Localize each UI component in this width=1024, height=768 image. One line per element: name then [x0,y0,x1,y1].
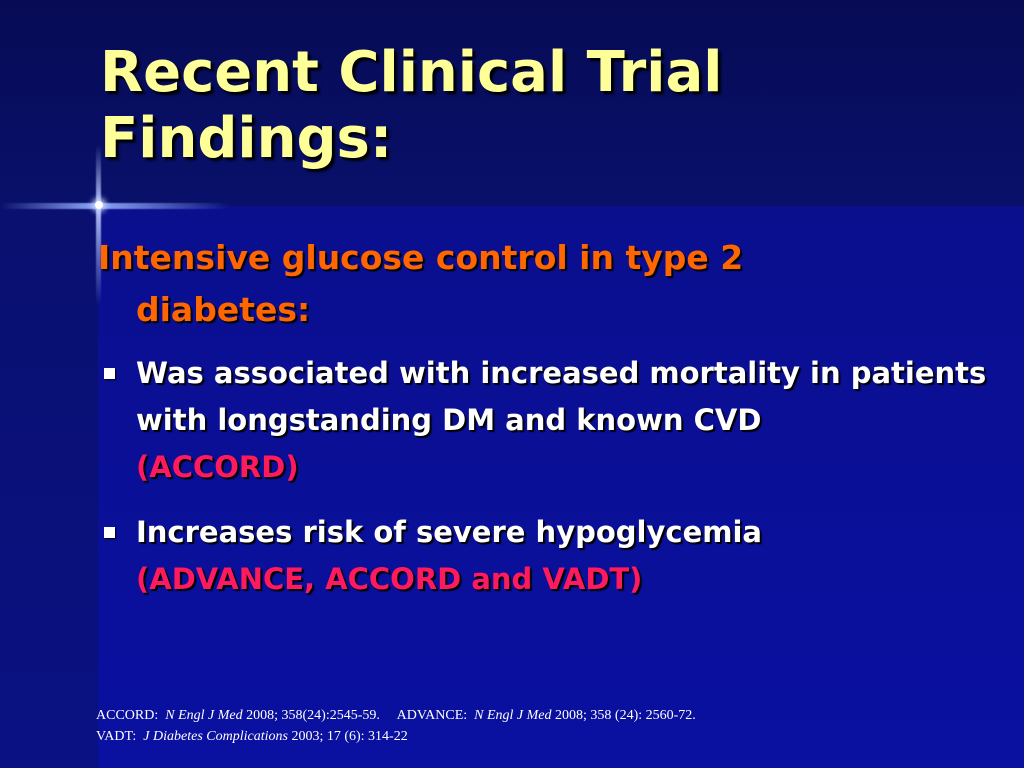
bullet-item-mortality: Was associated with increased mortality … [98,350,998,491]
sparkle-horizontal-decoration [0,203,230,209]
sparkle-vertical-decoration [96,145,101,305]
square-bullet-icon [104,527,115,538]
advance-journal: N Engl J Med [474,708,552,723]
accord-journal: N Engl J Med [165,708,243,723]
subheading: Intensive glucose control in type 2 diab… [98,238,744,329]
bullet-trial-reference: (ACCORD) [136,450,299,484]
advance-label: ADVANCE: [396,708,468,723]
references-footer: ACCORD: N Engl J Med 2008; 358(24):2545-… [96,705,996,747]
reference-line-2: VADT: J Diabetes Complications 2003; 17 … [96,726,996,747]
bullet-list: Was associated with increased mortality … [98,350,998,621]
title-band [0,0,1024,206]
vadt-journal: J Diabetes Complications [143,729,288,744]
reference-line-1: ACCORD: N Engl J Med 2008; 358(24):2545-… [96,705,996,726]
bullet-text: Increases risk of severe hypoglycemia [136,515,762,549]
sparkle-star-icon [95,201,103,209]
advance-citation: 2008; 358 (24): 2560-72. [555,708,696,723]
bullet-item-hypoglycemia: Increases risk of severe hypoglycemia (A… [98,509,998,603]
bullet-text: Was associated with increased mortality … [136,356,987,437]
square-bullet-icon [104,368,115,379]
accord-label: ACCORD: [96,708,159,723]
title-line-1: Recent Clinical Trial [100,40,723,105]
title-line-2: Findings: [100,106,393,171]
bullet-trial-reference: (ADVANCE, ACCORD and VADT) [136,562,643,596]
vadt-citation: 2003; 17 (6): 314-22 [291,729,408,744]
vadt-label: VADT: [96,729,137,744]
slide-title: Recent Clinical Trial Findings: [100,40,980,172]
accord-citation: 2008; 358(24):2545-59. [246,708,380,723]
left-band [0,206,98,768]
